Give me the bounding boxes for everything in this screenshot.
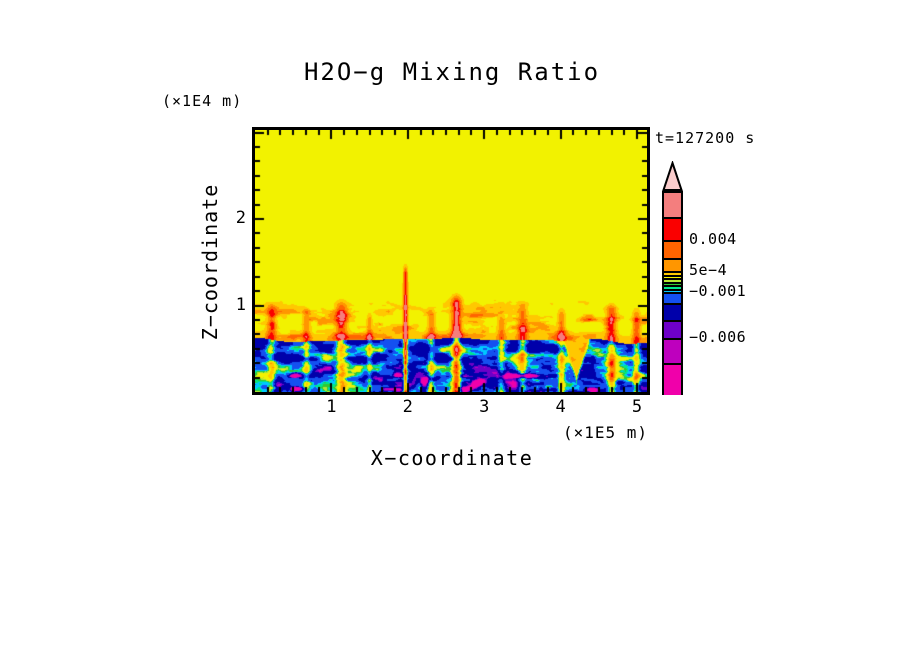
colorbar-segment-cyan: [664, 288, 681, 292]
colorbar-overflow-arrow-icon: [662, 161, 683, 191]
colorbar-segment-dark-orange: [664, 240, 681, 258]
x-axis-title: X−coordinate: [370, 446, 534, 470]
x-tick-label: 5: [631, 397, 643, 417]
z-tick-label: 1: [235, 294, 246, 315]
colorbar: [662, 191, 683, 395]
plot-title: H2O−g Mixing Ratio: [303, 58, 601, 86]
colorbar-segment-blue: [664, 292, 681, 303]
plot-frame: [252, 127, 650, 395]
x-tick-label: 1: [326, 397, 337, 417]
colorbar-segment-orange: [664, 258, 681, 271]
colorbar-segment-red: [664, 217, 681, 240]
colorbar-segment-green: [664, 281, 681, 285]
x-axis-unit-label: (×1E5 m): [563, 423, 649, 442]
colorbar-segment-yellow-green: [664, 278, 681, 282]
colorbar-segment-navy: [664, 303, 681, 320]
colorbar-segment-spring-green: [664, 285, 681, 289]
heatmap-canvas: [255, 130, 647, 392]
z-axis-title: Z−coordinate: [198, 183, 222, 341]
colorbar-level-label: −0.001: [689, 282, 747, 300]
colorbar-level-label: 0.004: [689, 230, 737, 248]
colorbar-segment-magenta: [664, 363, 681, 395]
colorbar-segment-purple: [664, 320, 681, 338]
colorbar-segment-salmon: [664, 193, 681, 217]
colorbar-segment-yellow: [664, 274, 681, 278]
z-axis-unit-label: (×1E4 m): [162, 92, 243, 110]
colorbar-level-label: −0.006: [689, 327, 747, 346]
x-tick-label: 4: [555, 397, 566, 417]
colorbar-level-label: 5e−4: [689, 261, 728, 279]
z-tick-label: 2: [235, 208, 246, 228]
colorbar-segment-magenta-purple: [664, 337, 681, 363]
time-stamp-label: t=127200 s: [655, 129, 756, 147]
x-tick-label: 2: [402, 397, 413, 417]
x-tick-label: 3: [479, 397, 490, 417]
colorbar-segment-amber: [664, 271, 681, 275]
